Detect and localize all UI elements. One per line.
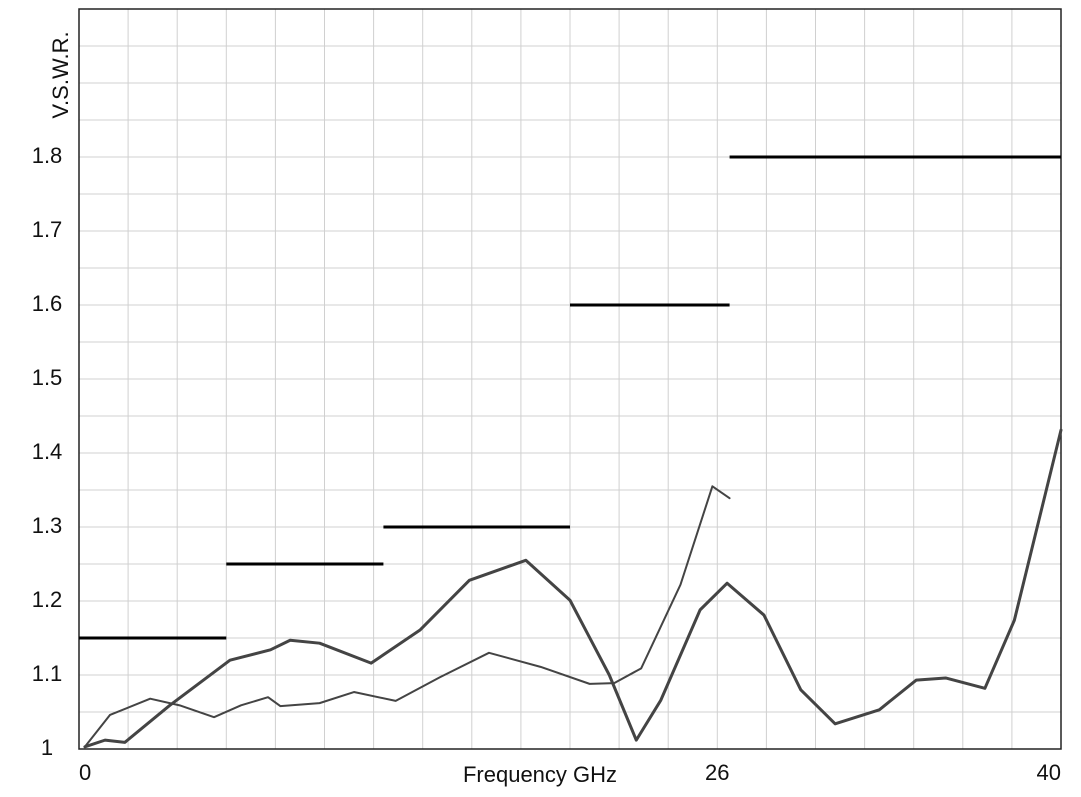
- y-tick-label: 1.1: [32, 661, 63, 686]
- y-tick-label: 1.5: [32, 365, 63, 390]
- y-tick-label: 1.8: [32, 143, 63, 168]
- x-axis-label: Frequency GHz: [463, 762, 617, 787]
- plot-frame: [78, 8, 1062, 750]
- y-tick-label: 1.2: [32, 587, 63, 612]
- x-tick-label: 26: [705, 760, 729, 785]
- vswr-curve: [83, 485, 731, 748]
- y-tick-label: 1: [41, 735, 53, 760]
- x-tick-label: 0: [79, 760, 91, 785]
- vswr-curve: [83, 428, 1063, 749]
- y-tick-label: 1.6: [32, 291, 63, 316]
- x-tick-label: 40: [1037, 760, 1061, 785]
- y-tick-label: 1.3: [32, 513, 63, 538]
- y-axis-label: V.S.W.R.: [48, 31, 73, 118]
- y-tick-label: 1.4: [32, 439, 63, 464]
- y-tick-label: 1.7: [32, 217, 63, 242]
